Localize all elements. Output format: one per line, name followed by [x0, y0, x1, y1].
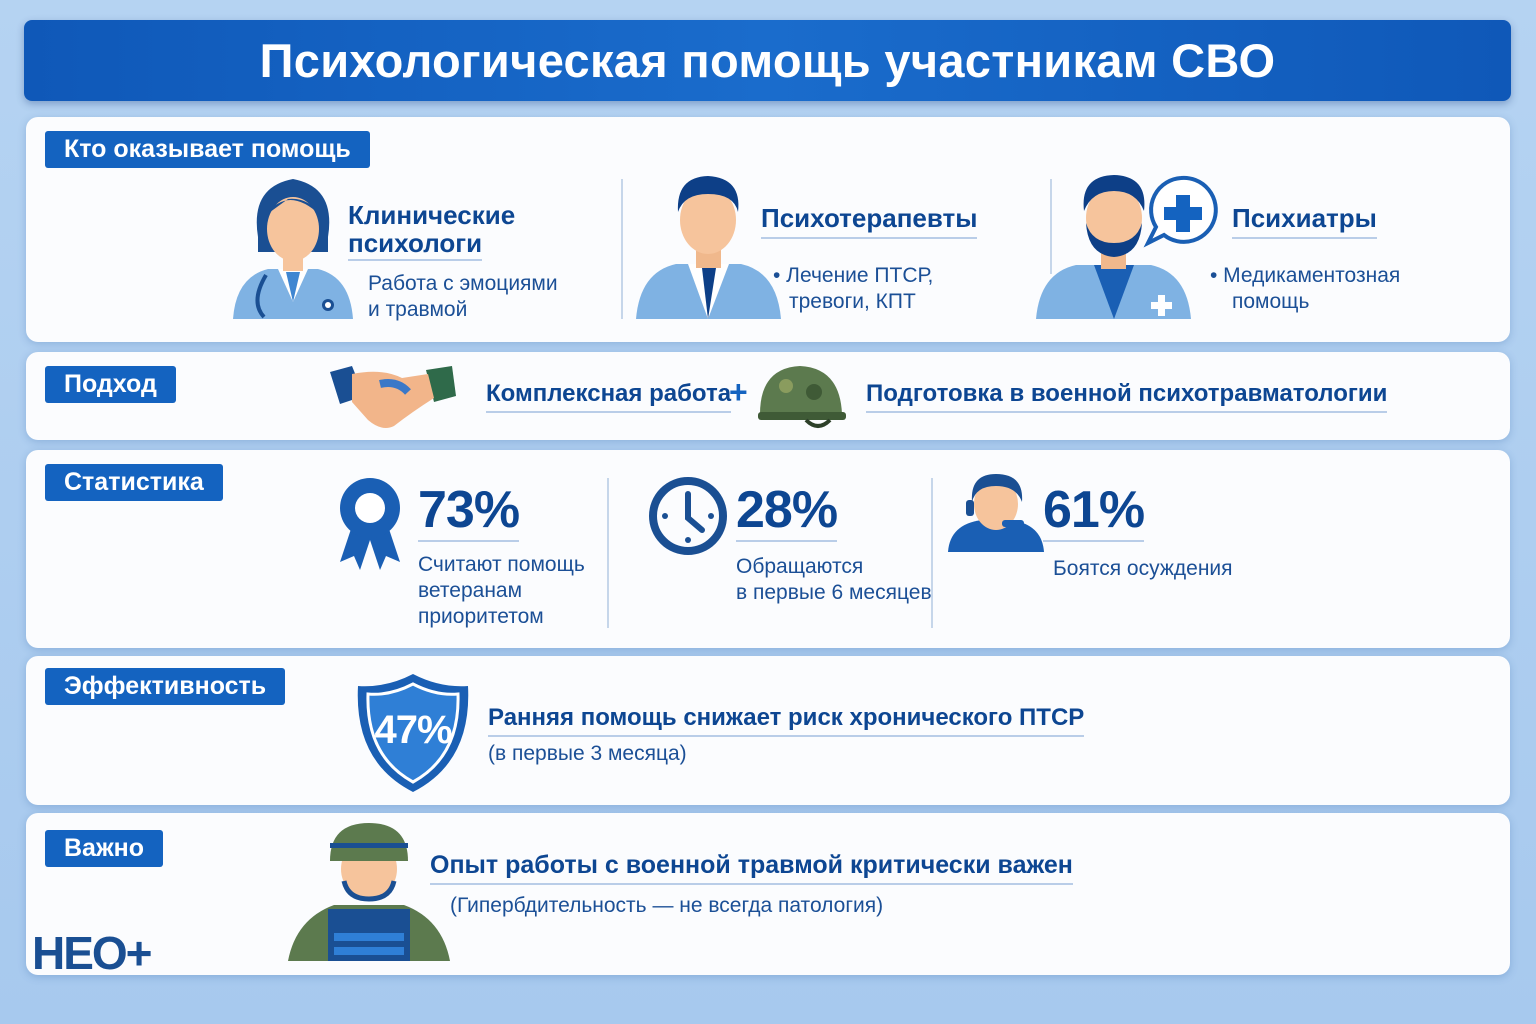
- efficiency-title: Ранняя помощь снижает риск хронического …: [488, 704, 1085, 737]
- stat-desc-line2: ветеранам: [418, 579, 523, 602]
- section-tag: Подход: [45, 366, 176, 403]
- page-title: Психологическая помощь участникам СВО: [259, 34, 1276, 87]
- who-section: Кто оказывает помощь Клинические психоло…: [26, 117, 1510, 342]
- role-title: Психотерапевты: [761, 203, 978, 239]
- bearded-doctor-with-cross-icon: [1036, 173, 1221, 319]
- statistics-section: Статистика 73% Считают помощь ветеранам …: [26, 450, 1510, 648]
- section-tag: Эффективность: [45, 668, 286, 705]
- divider: [607, 478, 609, 628]
- role-title: Клинические: [348, 200, 516, 230]
- divider: [621, 179, 623, 319]
- stat-desc-line1: Считают помощь: [418, 553, 585, 576]
- stat-desc-line2: в первые 6 месяцев: [736, 581, 932, 604]
- important-section: Важно Опыт работы с военной травмой крит…: [26, 813, 1510, 975]
- divider: [1050, 179, 1052, 274]
- role-title-line2: психологи: [348, 230, 483, 261]
- page-header: Психологическая помощь участникам СВО: [24, 20, 1511, 101]
- female-doctor-icon: [228, 177, 358, 319]
- stat-value: 73%: [418, 480, 520, 542]
- section-tag: Кто оказывает помощь: [45, 131, 370, 168]
- clock-icon: [648, 476, 728, 556]
- soldier-icon: [286, 821, 452, 963]
- role-title: Психиатры: [1232, 203, 1377, 239]
- important-title: Опыт работы с военной травмой критически…: [430, 851, 1073, 885]
- role-desc-line2: помощь: [1232, 290, 1310, 313]
- stat-desc-line1: Обращаются: [736, 555, 864, 578]
- shield-value: 47%: [374, 708, 452, 752]
- important-subtitle: (Гипербдительность — не всегда патология…: [450, 894, 884, 917]
- logo: НЕО+: [32, 927, 153, 979]
- approach-item: Комплексная работа: [486, 380, 732, 413]
- handshake-icon: [322, 362, 462, 432]
- approach-section: Подход Комплексная работа + Подготовка в…: [26, 352, 1510, 440]
- section-tag: Статистика: [45, 464, 223, 501]
- stat-value: 61%: [1043, 480, 1145, 542]
- efficiency-section: Эффективность 47% Ранняя помощь снижает …: [26, 656, 1510, 805]
- stat-value: 28%: [736, 480, 838, 542]
- role-desc-line1: • Лечение ПТСР,: [773, 264, 934, 287]
- divider: [931, 478, 933, 628]
- shield-icon: 47%: [354, 672, 472, 794]
- role-desc-line1: Работа с эмоциями: [368, 272, 558, 295]
- person-headset-icon: [946, 474, 1046, 552]
- efficiency-subtitle: (в первые 3 месяца): [488, 742, 687, 765]
- military-helmet-icon: [756, 362, 852, 432]
- male-doctor-icon: [636, 172, 781, 319]
- award-ribbon-icon: [338, 476, 402, 572]
- plus-sign: +: [729, 374, 748, 410]
- role-desc-line1: • Медикаментозная: [1210, 264, 1401, 287]
- stat-desc-line3: приоритетом: [418, 605, 544, 628]
- section-tag: Важно: [45, 830, 164, 867]
- approach-item: Подготовка в военной психотравматологии: [866, 380, 1388, 413]
- stat-desc-line1: Боятся осуждения: [1053, 557, 1233, 580]
- role-desc-line2: и травмой: [368, 298, 468, 321]
- role-desc-line2: тревоги, КПТ: [789, 290, 916, 313]
